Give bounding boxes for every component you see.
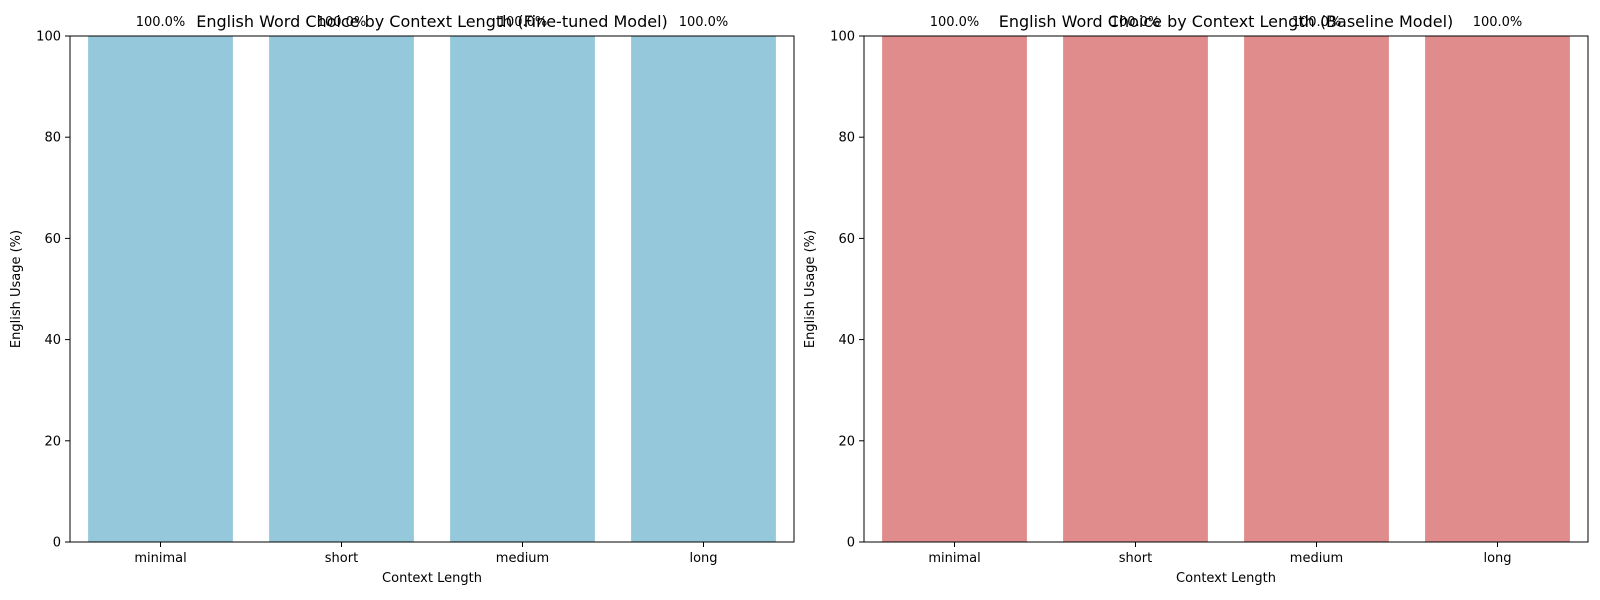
- data-label: 100.0%: [498, 15, 548, 30]
- y-tick-label: 40: [44, 333, 61, 348]
- x-tick-label: short: [325, 551, 358, 566]
- chart-title: English Word Choice by Context Length (F…: [196, 12, 668, 31]
- y-tick-label: 100: [36, 30, 61, 45]
- axes-frame: [69, 35, 795, 543]
- data-label: 100.0%: [1292, 15, 1342, 30]
- y-axis-label: English Usage (%): [803, 230, 818, 348]
- bar-medium: [1244, 36, 1389, 542]
- y-tick-label: 20: [838, 434, 855, 449]
- x-tick-label: long: [1483, 551, 1511, 566]
- x-axis-label: Context Length: [382, 571, 482, 586]
- x-tick-label: long: [689, 551, 717, 566]
- data-label: 100.0%: [930, 15, 980, 30]
- x-axis-label: Context Length: [1176, 571, 1276, 586]
- x-tick-label: minimal: [134, 551, 186, 566]
- data-label: 100.0%: [1111, 15, 1161, 30]
- chart-finetuned: 0 20 40 60 80 100 minimal short medium long 100.0%…: [9, 12, 795, 586]
- chart-title: English Word Choice by Context Length (B…: [999, 12, 1454, 31]
- y-axis-label: English Usage (%): [9, 230, 24, 348]
- x-tick-label: short: [1119, 551, 1152, 566]
- y-tick-label: 0: [847, 536, 855, 551]
- data-label: 100.0%: [136, 15, 186, 30]
- x-tick-label: medium: [496, 551, 549, 566]
- x-tick-label: medium: [1290, 551, 1343, 566]
- y-tick-label: 60: [838, 232, 855, 247]
- bar-short: [1063, 36, 1208, 542]
- y-tick-label: 100: [830, 30, 855, 45]
- data-label: 100.0%: [317, 15, 367, 30]
- y-tick-label: 60: [44, 232, 61, 247]
- x-tick-label: minimal: [928, 551, 980, 566]
- y-tick-label: 20: [44, 434, 61, 449]
- bar-minimal: [882, 36, 1027, 542]
- bar-minimal: [88, 36, 233, 542]
- y-tick-label: 0: [53, 536, 61, 551]
- bar-short: [269, 36, 414, 542]
- data-label: 100.0%: [679, 15, 729, 30]
- bar-medium: [450, 36, 595, 542]
- axes-frame: [863, 35, 1589, 543]
- y-tick-label: 80: [838, 131, 855, 146]
- bar-long: [1425, 36, 1570, 542]
- y-tick-label: 40: [838, 333, 855, 348]
- bar-long: [631, 36, 776, 542]
- data-label: 100.0%: [1473, 15, 1523, 30]
- y-tick-label: 80: [44, 131, 61, 146]
- chart-baseline: 0 20 40 60 80 100 minimal short medium long 100.0%…: [803, 12, 1589, 586]
